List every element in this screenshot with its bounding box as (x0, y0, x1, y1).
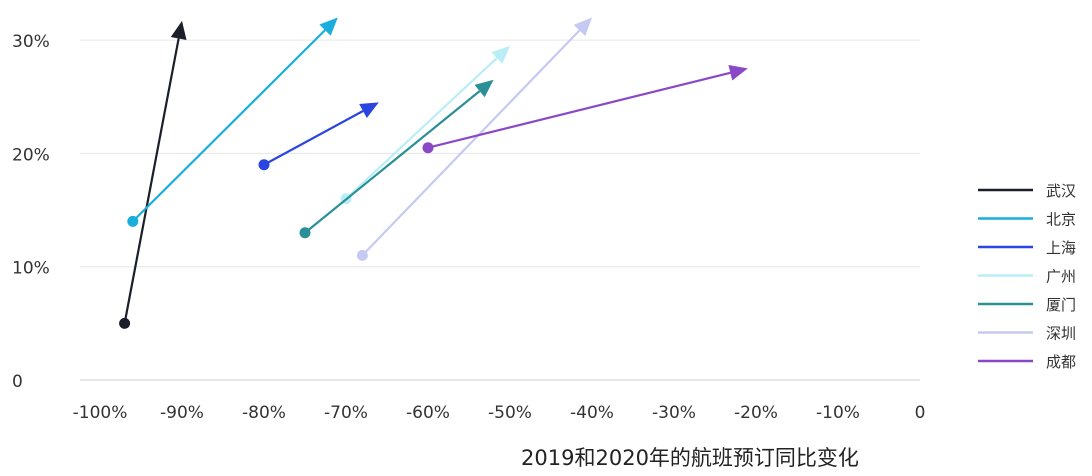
x-tick-label: -90% (160, 403, 204, 423)
arrow-shaft (304, 90, 481, 234)
start-point (258, 159, 270, 171)
arrow-shaft (345, 57, 498, 200)
start-point (119, 317, 131, 329)
y-tick-label: 10% (12, 259, 50, 279)
arrow-head (491, 45, 510, 64)
arrow-shaft (263, 110, 364, 166)
x-tick-label: -70% (324, 403, 368, 423)
legend-item: 广州 (978, 268, 1076, 286)
arrow-shaft (361, 29, 581, 257)
legend-label: 厦门 (1046, 296, 1076, 314)
arrow-head (170, 20, 187, 41)
arrow-head (319, 17, 338, 36)
x-tick-label: -60% (406, 403, 450, 423)
y-tick-label: 30% (12, 32, 50, 52)
series-arrow (356, 17, 592, 261)
legend-label: 深圳 (1046, 325, 1076, 343)
start-point (356, 249, 368, 261)
y-axis-ticks: 0 10% 20% 30% (12, 32, 50, 392)
y-tick-label: 20% (12, 145, 50, 165)
arrow-shaft (132, 29, 326, 223)
x-tick-label: -30% (652, 403, 696, 423)
x-tick-label: 0 (915, 403, 926, 423)
arrow-head (728, 64, 748, 81)
legend-label: 广州 (1046, 268, 1076, 286)
series-arrow (119, 20, 187, 329)
x-tick-label: -80% (242, 403, 286, 423)
arrow-head (573, 17, 592, 36)
x-tick-label: -100% (73, 403, 128, 423)
start-point (422, 142, 434, 154)
legend-item: 深圳 (978, 325, 1076, 343)
x-axis-title: 2019和2020年的航班预订同比变化 (521, 446, 859, 470)
series-arrows (119, 17, 748, 329)
x-tick-label: -40% (570, 403, 614, 423)
start-point (127, 215, 139, 227)
series-arrow (340, 45, 510, 205)
gridlines (80, 39, 920, 381)
y-tick-label: 0 (12, 372, 23, 392)
legend-label: 武汉 (1046, 182, 1076, 200)
x-tick-label: -50% (488, 403, 532, 423)
legend-item: 北京 (978, 211, 1076, 229)
legend-item: 上海 (978, 239, 1076, 257)
x-axis-ticks: -100% -90% -80% -70% -60% -50% -40% -30% -20% -10… (73, 403, 926, 423)
series-arrow (127, 17, 338, 227)
arrow-shaft (427, 71, 731, 149)
legend-item: 厦门 (978, 296, 1076, 314)
legend-item: 武汉 (978, 182, 1076, 200)
arrow-head (474, 79, 494, 98)
arrow-head (359, 102, 379, 119)
start-point (299, 227, 311, 239)
legend-label: 成都 (1046, 353, 1076, 371)
arrow-shaft (123, 38, 180, 324)
legend-label: 北京 (1046, 211, 1076, 229)
series-arrow (258, 102, 379, 171)
x-tick-label: -20% (734, 403, 778, 423)
x-tick-label: -10% (816, 403, 860, 423)
series-arrow (299, 79, 494, 239)
legend-item: 成都 (978, 353, 1076, 371)
legend-label: 上海 (1046, 239, 1076, 257)
series-arrow (422, 64, 748, 154)
